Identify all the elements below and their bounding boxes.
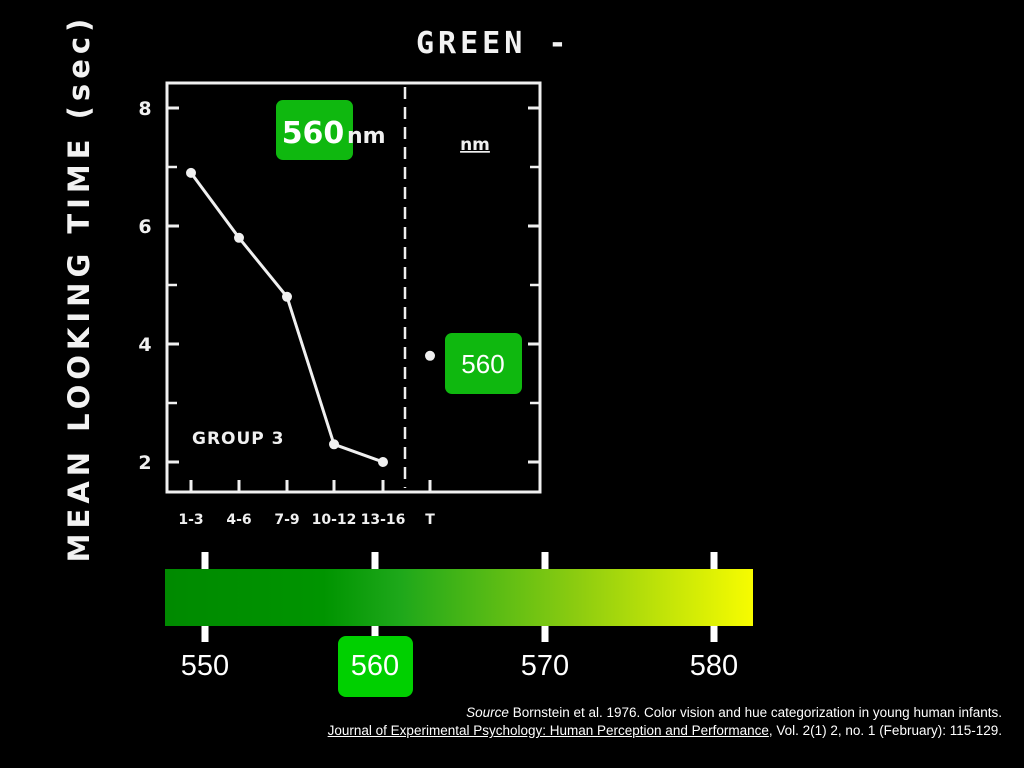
test-highlight-box <box>445 333 522 394</box>
wavelength-tick-top <box>541 552 549 569</box>
wavelength-tick-label: 580 <box>689 650 739 682</box>
series-line <box>189 172 384 464</box>
wavelength-tick-bottom <box>201 626 209 642</box>
wavelength-tick-top <box>371 552 379 569</box>
x-tick-label: 1-3 <box>178 512 203 528</box>
wavelength-spectrum-bar <box>165 569 753 626</box>
y-tick-label: 6 <box>138 216 151 238</box>
wavelength-tick-label: 570 <box>520 650 570 682</box>
wavelength-tick-label: 550 <box>180 650 230 682</box>
x-tick-label-test: T <box>425 512 435 528</box>
wavelength-tick-top <box>710 552 718 569</box>
x-tick-label: 10-12 <box>312 512 357 528</box>
source-volume: , Vol. 2(1) 2, no. 1 (February): 115-129… <box>768 723 1002 738</box>
wavelength-highlight-box <box>338 636 413 697</box>
test-data-point <box>425 350 435 361</box>
source-citation-text: Bornstein et al. 1976. Color vision and … <box>508 705 1002 720</box>
wavelength-tick-bottom <box>541 626 549 642</box>
group-label: GROUP 3 <box>192 429 285 449</box>
source-prefix: Source <box>466 705 509 720</box>
habituation-stimulus-label: 560 <box>282 116 345 151</box>
wavelength-tick-bottom <box>710 626 718 642</box>
source-citation: Source Bornstein et al. 1976. Color visi… <box>328 704 1002 740</box>
y-axis-label: MEAN LOOKING TIME (sec) <box>62 13 96 563</box>
data-point <box>329 439 339 450</box>
wavelength-tick-top <box>201 552 209 569</box>
habituation-highlight-box <box>276 100 353 160</box>
plot-frame <box>165 81 542 494</box>
y-tick-label: 2 <box>138 452 151 474</box>
chart-title: GREEN - <box>416 26 571 61</box>
test-stimulus-label: 560 <box>461 349 504 379</box>
source-journal: Journal of Experimental Psychology: Huma… <box>327 723 769 738</box>
test-panel-unit: nm <box>460 135 490 155</box>
wavelength-tick-label: 560 <box>350 650 400 682</box>
x-tick-label: 7-9 <box>274 512 299 528</box>
data-point <box>234 232 244 243</box>
y-tick-label: 8 <box>138 98 151 120</box>
habituation-stimulus-unit: nm <box>347 124 386 149</box>
y-tick-label: 4 <box>138 334 151 356</box>
x-tick-label: 4-6 <box>226 512 251 528</box>
x-tick-label: 13-16 <box>361 512 406 528</box>
data-point <box>378 457 388 467</box>
data-point <box>282 291 292 302</box>
data-point <box>186 167 196 178</box>
